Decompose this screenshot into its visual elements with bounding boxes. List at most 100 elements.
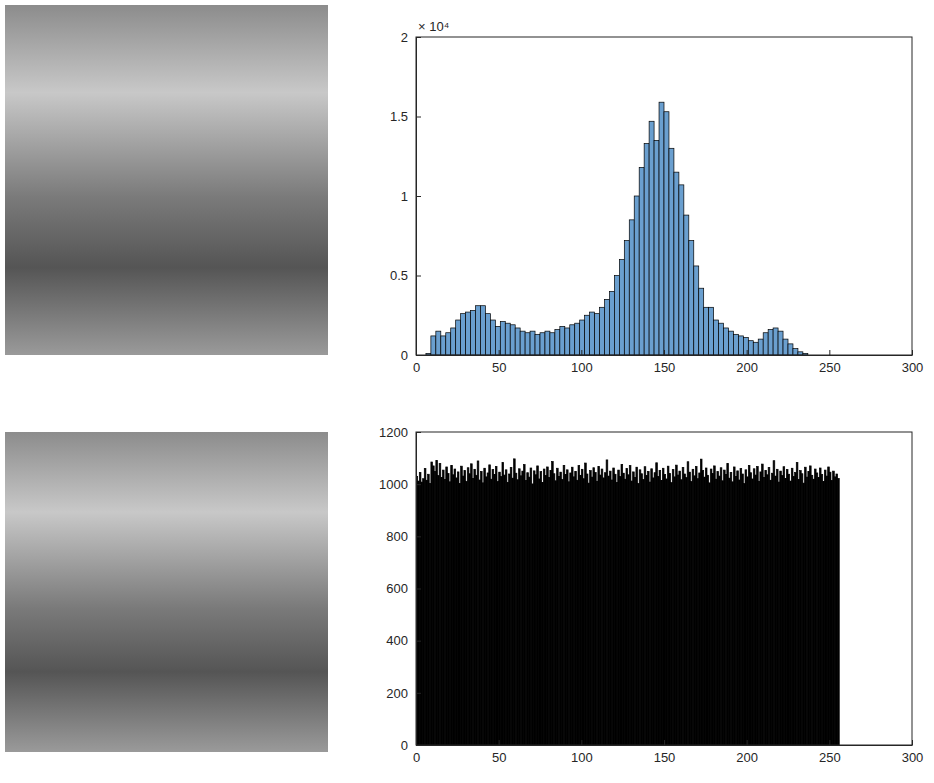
histogram-bar bbox=[485, 314, 490, 355]
tick-label: 0 bbox=[401, 348, 408, 363]
tick: 600 bbox=[386, 581, 421, 596]
histogram-bar bbox=[704, 307, 709, 355]
histogram-bar bbox=[451, 328, 456, 355]
histogram-bar bbox=[560, 326, 565, 355]
histogram-bar bbox=[758, 339, 763, 355]
tick-mark bbox=[416, 355, 421, 356]
histogram-bar bbox=[629, 220, 634, 355]
histogram-bar bbox=[624, 241, 629, 355]
tick-label: 0 bbox=[413, 750, 420, 765]
y-axis: 00.511.52 bbox=[390, 30, 421, 363]
tick: 1 bbox=[401, 189, 421, 204]
bars bbox=[416, 459, 839, 745]
tick-label: 150 bbox=[654, 360, 676, 375]
histogram-bar bbox=[783, 339, 788, 355]
histogram-bar bbox=[659, 102, 664, 355]
photo bbox=[5, 432, 328, 752]
histogram-bar bbox=[505, 323, 510, 355]
histogram-bar bbox=[431, 336, 436, 355]
tick: 100 bbox=[571, 350, 593, 375]
tick: 200 bbox=[736, 350, 758, 375]
histogram-bar bbox=[585, 315, 590, 355]
tick: 1000 bbox=[379, 477, 421, 492]
tick-mark bbox=[912, 350, 913, 355]
plot-frame bbox=[416, 37, 912, 355]
histogram-bar bbox=[738, 336, 743, 355]
tick-mark bbox=[499, 740, 500, 745]
tick-label: 0 bbox=[401, 738, 408, 753]
tick-mark bbox=[829, 350, 830, 355]
histogram-bar bbox=[609, 291, 614, 355]
tick-mark bbox=[499, 350, 500, 355]
histogram-bar bbox=[753, 342, 758, 355]
histogram-bar bbox=[590, 312, 595, 355]
histogram-bar bbox=[838, 478, 840, 745]
histogram-bar bbox=[669, 148, 674, 355]
tick-label: 600 bbox=[386, 581, 408, 596]
tick-label: 150 bbox=[654, 750, 676, 765]
histogram-bar bbox=[634, 196, 639, 355]
tick: 300 bbox=[902, 740, 924, 765]
histogram-bar bbox=[654, 140, 659, 355]
tick: 200 bbox=[736, 740, 758, 765]
tick: 800 bbox=[386, 529, 421, 544]
histogram-bar bbox=[743, 338, 748, 355]
histogram-bar bbox=[446, 333, 451, 355]
histogram-bar bbox=[580, 320, 585, 355]
histogram-bar bbox=[461, 314, 466, 355]
plot-background bbox=[416, 432, 912, 745]
tick-label: 250 bbox=[819, 750, 841, 765]
histogram-bar bbox=[510, 325, 515, 355]
tick-mark bbox=[416, 745, 421, 746]
tick-label: 1000 bbox=[379, 477, 408, 492]
histogram-bar bbox=[575, 323, 580, 355]
histogram-bar bbox=[515, 328, 520, 355]
tick: 250 bbox=[819, 740, 841, 765]
x-axis: 0 50 100 150 200 250 300 bbox=[413, 740, 923, 765]
histogram-bar bbox=[674, 172, 679, 355]
histogram-bar bbox=[793, 349, 798, 355]
histogram-bar bbox=[436, 331, 441, 355]
histogram-bar bbox=[595, 314, 600, 355]
tick-label: 200 bbox=[736, 750, 758, 765]
tick-label: 1 bbox=[401, 189, 408, 204]
tick: 150 bbox=[654, 740, 676, 765]
tick-mark bbox=[416, 196, 421, 197]
tick: 250 bbox=[819, 350, 841, 375]
histogram-bar bbox=[471, 310, 476, 355]
tick-label: 200 bbox=[386, 685, 408, 700]
tick-label: 50 bbox=[492, 750, 506, 765]
histogram-bar bbox=[540, 333, 545, 355]
tick: 0 bbox=[401, 348, 421, 363]
tick-label: 250 bbox=[819, 360, 841, 375]
tick-label: 400 bbox=[386, 633, 408, 648]
histogram-bar bbox=[525, 333, 530, 355]
histogram-bar bbox=[699, 288, 704, 355]
tick-label: 300 bbox=[902, 750, 924, 765]
histogram-bar bbox=[773, 328, 778, 355]
histogram-bar bbox=[709, 307, 714, 355]
tick-mark bbox=[416, 693, 421, 694]
histogram-bar bbox=[719, 323, 724, 355]
tick: 400 bbox=[386, 633, 421, 648]
tick-label: 50 bbox=[492, 360, 506, 375]
tick: 1200 bbox=[379, 425, 421, 440]
histogram-bar bbox=[520, 331, 525, 355]
tick: 0.5 bbox=[390, 268, 421, 283]
tick-label: 800 bbox=[386, 529, 408, 544]
tick-label: 0.5 bbox=[390, 268, 408, 283]
tick-label: 0 bbox=[413, 360, 420, 375]
histogram-bar bbox=[466, 312, 471, 355]
tick-label: 100 bbox=[571, 750, 593, 765]
histogram-bar bbox=[728, 331, 733, 355]
tick-label: 300 bbox=[902, 360, 924, 375]
histogram-bar bbox=[480, 306, 485, 355]
tick-label: 1.5 bbox=[390, 109, 408, 124]
x-axis: 0 50 100 150 200 250 300 bbox=[413, 350, 923, 375]
histogram-bar bbox=[689, 241, 694, 355]
tick: 1.5 bbox=[390, 109, 421, 124]
histogram-bar bbox=[748, 341, 753, 355]
histogram-bar bbox=[565, 328, 570, 355]
histogram-bar bbox=[555, 330, 560, 355]
histogram-bar bbox=[763, 333, 768, 355]
